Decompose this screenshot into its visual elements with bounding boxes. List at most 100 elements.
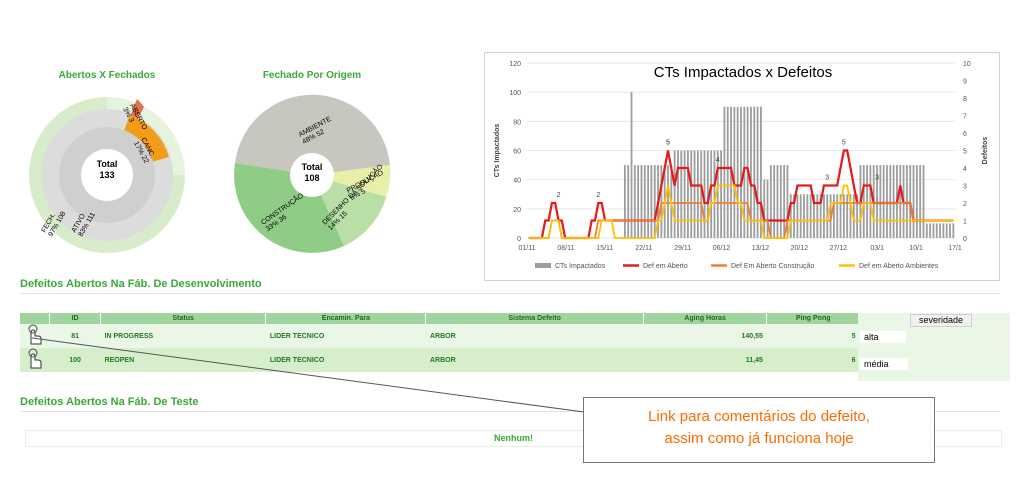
section2-title: Defeitos Abertos Na Fáb. De Teste [20,396,199,408]
bar [653,165,656,238]
bar [942,223,945,238]
bar [627,165,630,238]
row-link-cell[interactable] [20,348,50,372]
bar [856,194,859,238]
bar [796,194,799,238]
comment-hand-icon[interactable] [24,324,44,346]
x-tick-label: 06/12 [713,245,731,252]
row-pingpong: 6 [766,348,860,372]
x-tick-label: 08/11 [557,245,574,252]
y-tick-label: 120 [509,61,521,68]
bar [836,194,839,238]
x-tick-label: 03/1 [870,245,884,252]
bar [753,106,756,238]
bar [832,194,835,238]
header-encamin: Encamin. Para [265,313,427,324]
row-id: 81 [49,324,101,348]
x-tick-label: 15/11 [596,245,613,252]
legend-label: CTs Impactados [555,263,606,270]
bar [846,194,849,238]
x-tick-label: 22/11 [635,245,652,252]
bar [925,223,928,238]
severity-value[interactable]: média [860,358,908,370]
bar [935,223,938,238]
severity-value[interactable]: alta [860,331,906,343]
section1-title: Defeitos Abertos Na Fáb. De Desenvolvime… [20,278,262,290]
bar [726,106,729,238]
donut2-ambiente-slice [235,94,390,175]
defects-table-wrap: ID Status Encamin. Para Sistema Defeito … [20,313,860,372]
header-link [20,313,51,324]
bar [640,165,643,238]
donut2-center-label: Total [302,162,323,172]
bar [869,165,872,238]
bar [922,165,925,238]
row-id: 100 [49,348,101,372]
bar [723,106,726,238]
row-link-cell[interactable] [20,324,50,348]
table-row: 100 REOPEN LIDER TECNICO ARBOR 11,45 6 [20,348,860,372]
data-label: 4 [716,157,720,164]
bar [710,150,713,238]
chart-panel: 0 20 40 60 80 100 120 0 1 2 3 4 5 6 7 8 9 10 01/11 08/11 15/… [484,52,1000,281]
data-label: 3 [875,175,879,182]
bar [623,165,626,238]
row-encamin: LIDER TECNICO [265,324,426,348]
data-label: 3 [825,175,829,182]
x-tick-label: 01/11 [519,245,536,252]
bar [876,165,878,238]
bar [866,165,868,238]
y2-tick-label: 10 [963,61,971,68]
bar [643,165,646,238]
bar [786,165,789,238]
bar [839,194,842,238]
y-tick-label: 100 [509,90,521,97]
donut1-center-label: Total [97,159,118,169]
bar [932,223,935,238]
y2-tick-label: 4 [963,166,967,173]
x-tick-label: 17/1 [948,245,962,252]
bar [773,165,776,238]
bar [693,150,696,238]
donut2-desenho-slice [312,175,386,246]
bar [919,165,922,238]
y2-tick-label: 5 [963,149,967,156]
donut2-center [290,153,334,197]
legend-label: Def em Aberto [643,263,688,270]
bar [939,223,941,238]
y2-axis-title: Defeitos [982,137,989,165]
bar [892,165,895,238]
y2-tick-label: 2 [963,201,967,208]
bar [915,165,918,238]
bar [816,194,819,238]
data-label: 2 [557,192,561,199]
legend-label: Def Em Aberto Construção [731,263,814,270]
data-label: 5 [666,140,670,147]
bar [756,106,759,238]
row-sistema: ARBOR [425,348,644,372]
x-tick-label: 29/11 [674,245,691,252]
bar [803,194,805,238]
bar [799,194,802,238]
table-row: 81 IN PROGRESS LIDER TECNICO ARBOR 140,5… [20,324,860,348]
bar [882,165,885,238]
bar [733,106,736,238]
donut2-title: Fechado Por Origem [262,70,362,81]
bar [862,165,865,238]
row-status: IN PROGRESS [100,324,266,348]
donut1-center-value: 133 [99,170,114,180]
bar [740,106,742,238]
header-status: Status [100,313,267,324]
bar [945,223,948,238]
bar [687,150,689,238]
comment-hand-icon[interactable] [24,348,44,370]
data-label: 5 [842,140,846,147]
bar [889,165,892,238]
bar [683,150,686,238]
y-tick-label: 40 [513,178,521,185]
bar [680,150,683,238]
y-tick-label: 20 [513,207,521,214]
x-tick-label: 20/12 [791,245,809,252]
bar [789,194,792,238]
bar [793,194,795,238]
